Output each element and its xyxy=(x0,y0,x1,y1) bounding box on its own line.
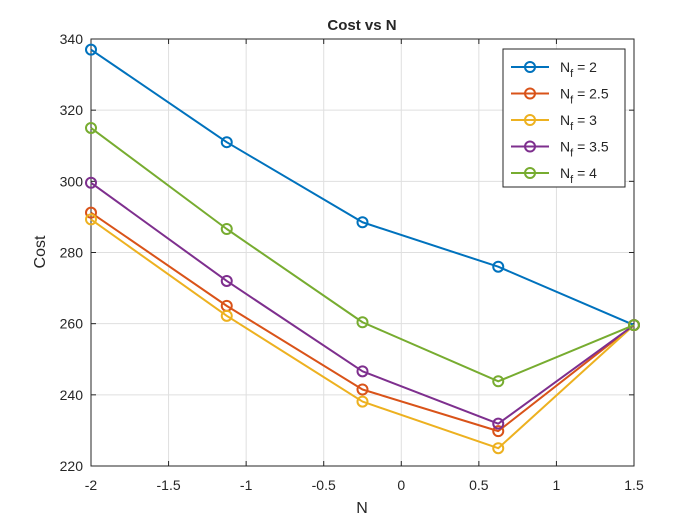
data-point xyxy=(492,425,505,438)
y-tick-label: 260 xyxy=(60,316,84,332)
data-point xyxy=(492,260,505,273)
series-layer xyxy=(85,43,640,455)
legend-label-rest: = 3.5 xyxy=(573,139,609,155)
data-point xyxy=(85,213,97,226)
x-axis-title: N xyxy=(356,500,368,517)
data-point xyxy=(628,319,640,332)
data-point xyxy=(220,309,233,322)
y-tick-label: 300 xyxy=(60,173,84,189)
legend-label: Nf = 3.5 xyxy=(560,139,609,160)
legend-label-subscript: f xyxy=(570,121,574,133)
data-point xyxy=(492,375,505,388)
series-5 xyxy=(85,121,640,388)
x-tick-label: -0.5 xyxy=(312,477,336,493)
y-tick-label: 340 xyxy=(60,31,84,47)
legend-label-rest: = 2.5 xyxy=(573,86,609,102)
legend-entry: Nf = 2 xyxy=(511,59,597,80)
legend-label-rest: = 3 xyxy=(573,112,597,128)
data-point xyxy=(356,216,369,229)
legend-label-base: N xyxy=(560,86,570,102)
legend-label-subscript: f xyxy=(570,174,574,186)
x-tick-label: 0.5 xyxy=(469,477,489,493)
y-tick-label: 320 xyxy=(60,102,84,118)
x-tick-label: -1.5 xyxy=(157,477,181,493)
legend-label-subscript: f xyxy=(570,95,574,107)
legend-label-base: N xyxy=(560,112,570,128)
legend-entry: Nf = 3.5 xyxy=(511,139,609,160)
x-tick-label: 1 xyxy=(553,477,561,493)
data-point xyxy=(220,274,233,287)
legend-label-base: N xyxy=(560,139,570,155)
data-point xyxy=(220,223,233,236)
data-point xyxy=(85,121,97,134)
data-point xyxy=(356,383,369,396)
series-line xyxy=(90,48,635,327)
legend-box xyxy=(502,48,626,188)
y-tick-label: 240 xyxy=(60,387,84,403)
legend-label: Nf = 2 xyxy=(560,59,597,80)
data-point xyxy=(492,417,505,430)
plot-area-border xyxy=(90,38,635,467)
x-axis-ticks: -2 -1.5 -1 -0.5 0 0.5 1 1.5 xyxy=(85,39,644,493)
data-point xyxy=(85,206,97,219)
legend-label-rest: = 2 xyxy=(573,59,597,75)
y-tick-label: 220 xyxy=(60,458,84,474)
y-tick-label: 280 xyxy=(60,245,84,261)
y-axis-ticks: 220 240 260 280 300 320 340 xyxy=(60,31,634,474)
legend-label-subscript: f xyxy=(570,148,574,160)
legend-entry: Nf = 2.5 xyxy=(511,86,609,107)
series-4 xyxy=(85,176,640,430)
legend-label-rest: = 4 xyxy=(573,165,597,181)
legend-marker xyxy=(524,87,536,100)
y-axis-title: Cost xyxy=(32,235,49,268)
data-point xyxy=(85,43,97,56)
legend-entry: Nf = 4 xyxy=(511,165,597,186)
series-line xyxy=(90,127,635,383)
x-tick-label: 1.5 xyxy=(624,477,644,493)
legend-label-base: N xyxy=(560,59,570,75)
data-point xyxy=(492,442,505,455)
legend-label: Nf = 4 xyxy=(560,165,597,186)
series-line xyxy=(90,181,635,425)
legend-label-subscript: f xyxy=(570,68,574,80)
series-line xyxy=(90,211,635,433)
legend-label: Nf = 2.5 xyxy=(560,86,609,107)
legend: Nf = 2Nf = 2.5Nf = 3Nf = 3.5Nf = 4 xyxy=(502,48,626,188)
data-point xyxy=(356,365,369,378)
data-point xyxy=(356,395,369,408)
x-tick-label: -1 xyxy=(240,477,253,493)
chart-title: Cost vs N xyxy=(327,17,396,34)
data-point xyxy=(220,136,233,149)
data-point xyxy=(85,176,97,189)
legend-marker xyxy=(524,140,536,153)
x-tick-label: -2 xyxy=(85,477,98,493)
legend-marker xyxy=(524,61,536,73)
legend-label: Nf = 3 xyxy=(560,112,597,133)
legend-entry: Nf = 3 xyxy=(511,112,597,133)
legend-marker xyxy=(524,167,536,179)
legend-label-base: N xyxy=(560,165,570,181)
legend-marker xyxy=(524,114,536,126)
data-point xyxy=(356,316,369,329)
x-tick-label: 0 xyxy=(397,477,405,493)
series-line xyxy=(90,218,635,450)
